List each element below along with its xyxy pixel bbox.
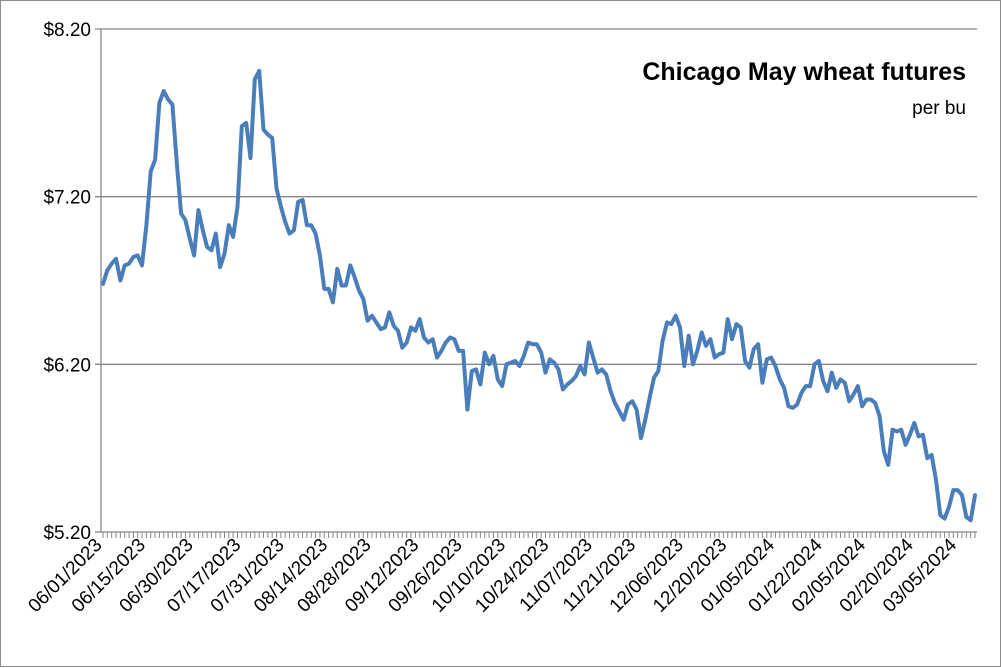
y-tick-label: $8.20	[43, 20, 91, 41]
series-layer	[103, 71, 975, 521]
chart-title: Chicago May wheat futures	[642, 58, 966, 86]
chart-subtitle: per bu	[912, 98, 966, 119]
y-tick-label: $5.20	[43, 523, 91, 544]
y-tick-label: $6.20	[43, 355, 91, 376]
axes	[101, 29, 975, 538]
series-line-may-wheat	[103, 71, 975, 520]
x-tick-labels: 06/01/202306/15/202306/30/202307/17/2023…	[24, 534, 961, 616]
gridlines	[95, 29, 977, 532]
y-tick-label: $7.20	[43, 188, 91, 209]
y-tick-labels: $5.20 $6.20 $7.20 $8.20	[43, 20, 91, 544]
